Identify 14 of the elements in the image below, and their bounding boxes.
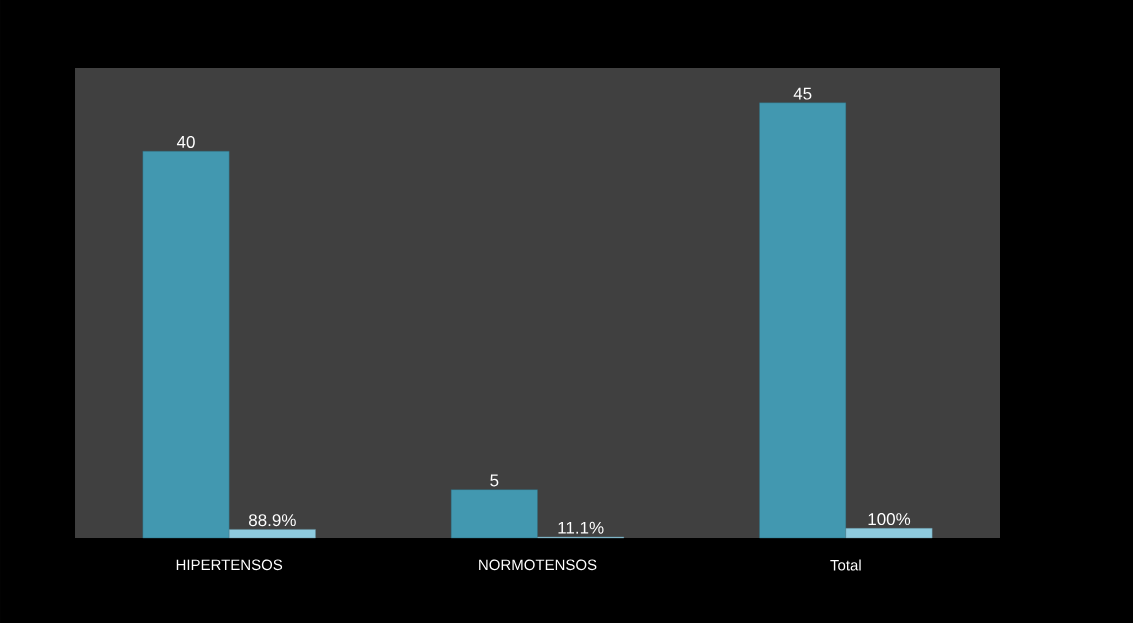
data-label: 45 bbox=[793, 87, 812, 100]
data-label: 100% bbox=[868, 513, 911, 526]
bar bbox=[228, 529, 316, 539]
x-tick-label: Total bbox=[830, 559, 861, 571]
data-label: 88.9% bbox=[248, 514, 296, 527]
bar bbox=[759, 102, 847, 539]
data-label: 11.1% bbox=[558, 521, 604, 534]
bar bbox=[142, 150, 230, 539]
bar bbox=[450, 489, 538, 539]
bar bbox=[845, 528, 933, 539]
x-tick-label: NORMOTENSOS bbox=[479, 559, 597, 571]
data-label: 40 bbox=[176, 135, 195, 148]
x-tick-label: HIPERTENSOS bbox=[176, 559, 283, 571]
data-label: 5 bbox=[490, 474, 499, 487]
